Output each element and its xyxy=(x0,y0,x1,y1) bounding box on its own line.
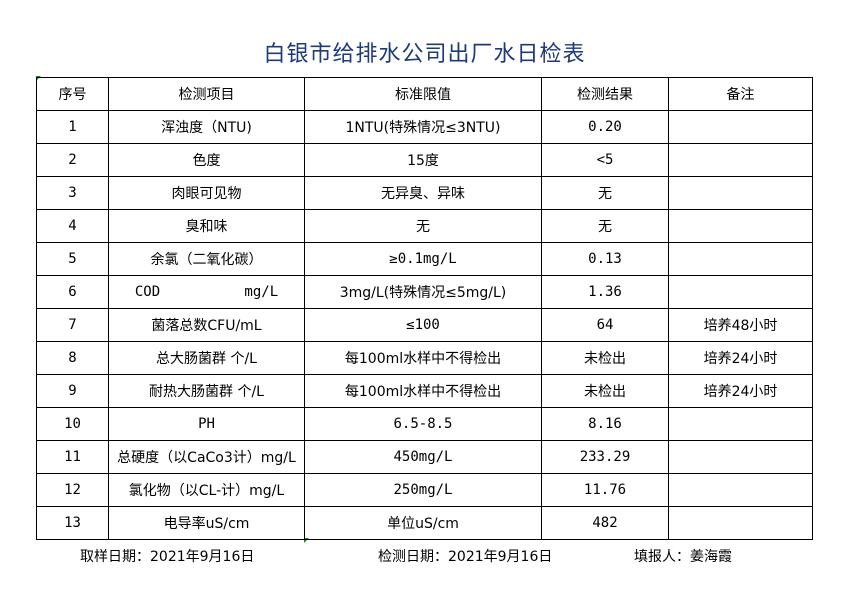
reporter: 填报人：姜海霞 xyxy=(634,549,732,565)
cell-item: COD mg/L xyxy=(108,275,305,309)
cell-remark xyxy=(668,143,813,177)
cell-item: 臭和味 xyxy=(108,209,305,243)
cell-standard-limit: 单位uS/cm xyxy=(304,506,542,540)
cell-index: 3 xyxy=(36,176,109,210)
cell-remark: 培养24小时 xyxy=(668,374,813,408)
cell-result: 未检出 xyxy=(541,341,669,375)
cell-result: 11.76 xyxy=(541,473,669,507)
cell-standard-limit: ≤100 xyxy=(304,308,542,342)
cell-remark xyxy=(668,506,813,540)
cell-result: 0.13 xyxy=(541,242,669,276)
cell-result: 无 xyxy=(541,176,669,210)
cell-standard-limit: 无异臭、异味 xyxy=(304,176,542,210)
cell-standard-limit: ≥0.1mg/L xyxy=(304,242,542,276)
cell-item: 耐热大肠菌群 个/L xyxy=(108,374,305,408)
cell-index: 5 xyxy=(36,242,109,276)
cell-result: 482 xyxy=(541,506,669,540)
cell-item: 色度 xyxy=(108,143,305,177)
table-row: 6 COD mg/L 3mg/L(特殊情况≤5mg/L) 1.36 xyxy=(36,275,813,309)
cell-marker xyxy=(304,538,309,543)
cell-result: 64 xyxy=(541,308,669,342)
cell-item: 余氯（二氧化碳） xyxy=(108,242,305,276)
cell-result: 0.20 xyxy=(541,110,669,144)
header-remark: 备注 xyxy=(668,77,813,111)
test-date: 检测日期：2021年9月16日 xyxy=(378,549,553,565)
cell-result: <5 xyxy=(541,143,669,177)
cell-index: 8 xyxy=(36,341,109,375)
table-row: 11 总硬度（以CaCo3计）mg/L 450mg/L 233.29 xyxy=(36,440,813,474)
cell-item: 菌落总数CFU/mL xyxy=(108,308,305,342)
cell-remark: 培养48小时 xyxy=(668,308,813,342)
table-row: 5 余氯（二氧化碳） ≥0.1mg/L 0.13 xyxy=(36,242,813,276)
sample-date: 取样日期：2021年9月16日 xyxy=(80,549,255,565)
cell-index: 1 xyxy=(36,110,109,144)
cell-remark xyxy=(668,473,813,507)
cell-standard-limit: 450mg/L xyxy=(304,440,542,474)
cell-standard-limit: 3mg/L(特殊情况≤5mg/L) xyxy=(304,275,542,309)
cell-result: 8.16 xyxy=(541,407,669,441)
cell-index: 2 xyxy=(36,143,109,177)
cell-item: 氯化物（以CL-计）mg/L xyxy=(108,473,305,507)
table-row: 10 PH 6.5-8.5 8.16 xyxy=(36,407,813,441)
cell-remark xyxy=(668,110,813,144)
cell-item: PH xyxy=(108,407,305,441)
table-row: 3 肉眼可见物 无异臭、异味无 xyxy=(36,176,813,210)
cell-result: 233.29 xyxy=(541,440,669,474)
cell-index: 7 xyxy=(36,308,109,342)
cell-item: 肉眼可见物 xyxy=(108,176,305,210)
cell-remark xyxy=(668,407,813,441)
cell-index: 9 xyxy=(36,374,109,408)
cell-remark xyxy=(668,242,813,276)
page-title: 白银市给排水公司出厂水日检表 xyxy=(263,42,586,67)
cell-remark xyxy=(668,176,813,210)
cell-standard-limit: 15度 xyxy=(304,143,542,177)
cell-standard-limit: 每100ml水样中不得检出 xyxy=(304,374,542,408)
table-row: 7 菌落总数CFU/mL ≤100 64 培养48小时 xyxy=(36,308,813,342)
cell-index: 13 xyxy=(36,506,109,540)
header-item: 检测项目 xyxy=(108,77,305,111)
header-standard-limit: 标准限值 xyxy=(304,77,542,111)
cell-standard-limit: 无 xyxy=(304,209,542,243)
cell-standard-limit: 250mg/L xyxy=(304,473,542,507)
cell-remark xyxy=(668,209,813,243)
table-row: 4 臭和味无无 xyxy=(36,209,813,243)
cell-item: 浑浊度（NTU) xyxy=(108,110,305,144)
cell-standard-limit: 1NTU(特殊情况≤3NTU) xyxy=(304,110,542,144)
cell-index: 11 xyxy=(36,440,109,474)
header-index: 序号 xyxy=(36,77,109,111)
cell-index: 4 xyxy=(36,209,109,243)
cell-remark: 培养24小时 xyxy=(668,341,813,375)
table-row: 9 耐热大肠菌群 个/L 每100ml水样中不得检出 未检出 培养24小时 xyxy=(36,374,813,408)
cell-result: 无 xyxy=(541,209,669,243)
cell-item: 电导率uS/cm xyxy=(108,506,305,540)
cell-index: 12 xyxy=(36,473,109,507)
table-row: 8 总大肠菌群 个/L 每100ml水样中不得检出 未检出 培养24小时 xyxy=(36,341,813,375)
cell-remark xyxy=(668,440,813,474)
cell-standard-limit: 每100ml水样中不得检出 xyxy=(304,341,542,375)
cell-result: 未检出 xyxy=(541,374,669,408)
cell-item: 总大肠菌群 个/L xyxy=(108,341,305,375)
table-row: 12 氯化物（以CL-计）mg/L 250mg/L 11.76 xyxy=(36,473,813,507)
table-row: 2 色度 15度 <5 xyxy=(36,143,813,177)
cell-index: 6 xyxy=(36,275,109,309)
cell-item: 总硬度（以CaCo3计）mg/L xyxy=(108,440,305,474)
cell-index: 10 xyxy=(36,407,109,441)
cell-standard-limit: 6.5-8.5 xyxy=(304,407,542,441)
table-row: 1 浑浊度（NTU) 1NTU(特殊情况≤3NTU) 0.20 xyxy=(36,110,813,144)
cell-remark xyxy=(668,275,813,309)
table-row: 13 电导率uS/cm 单位uS/cm 482 xyxy=(36,506,813,540)
cell-result: 1.36 xyxy=(541,275,669,309)
header-row: 序号 检测项目 标准限值 检测结果 备注 xyxy=(36,77,813,111)
inspection-table: 序号 检测项目 标准限值 检测结果 备注 1 浑浊度（NTU) 1NTU(特殊情况≤3NTU)… xyxy=(36,77,813,540)
header-result: 检测结果 xyxy=(541,77,669,111)
